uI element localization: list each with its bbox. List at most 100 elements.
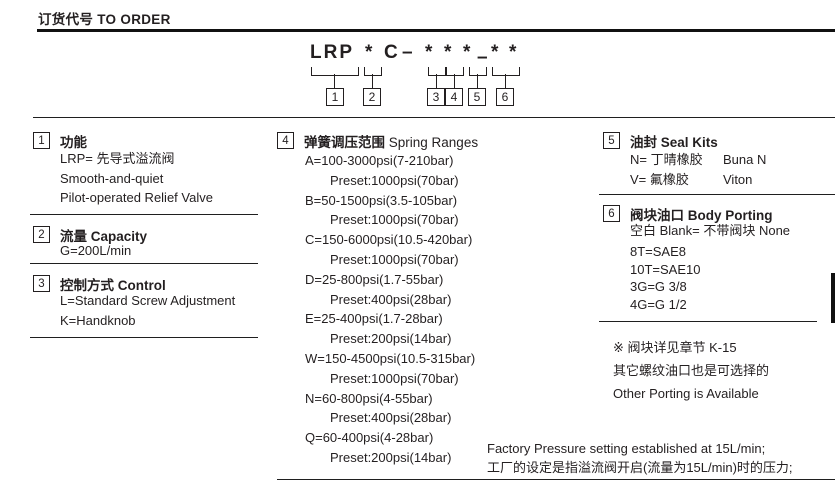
porting-note: ※ 阀块详见章节 K-15 其它螺纹油口也是可选择的 Other Porting… — [613, 336, 769, 405]
page-tab-marker — [831, 273, 835, 323]
divider — [599, 321, 817, 322]
note-line: ※ 阀块详见章节 K-15 — [613, 340, 737, 355]
page-title: 订货代号 TO ORDER — [38, 12, 171, 27]
spec-line: Preset:1000psi(70bar) — [330, 172, 459, 188]
spec-line: B=50-1500psi(3.5-105bar) — [305, 192, 458, 208]
spec-line: E=25-400psi(1.7-28bar) — [305, 311, 443, 327]
section-2-title-zh: 流量 — [60, 229, 87, 244]
divider — [30, 337, 258, 338]
section-5-title-zh: 油封 — [630, 135, 657, 150]
section-6-blank-line: 空白 Blank= 不带阀块 None — [630, 221, 790, 241]
section-1-badge: 1 — [33, 132, 50, 149]
code-bracket-2 — [364, 67, 382, 76]
spec-line: LRP= 先导式溢流阀 — [60, 151, 175, 166]
spec-line: Preset:200psi(14bar) — [330, 331, 452, 347]
section-2-title: 流量 Capacity — [60, 225, 147, 245]
spec-line: A=100-3000psi(7-210bar) — [305, 153, 454, 168]
seal-code: V= 氟橡胶 — [630, 171, 689, 187]
code-stem-1 — [334, 74, 335, 88]
section-2-lines: G=200L/min — [60, 241, 131, 261]
code-token-star-3: * — [444, 42, 452, 63]
code-bracket-4 — [446, 67, 464, 76]
code-box-3: 3 — [427, 88, 445, 106]
section-4-title: 弹簧调压范围 Spring Ranges — [304, 131, 478, 151]
spec-line: Q=60-400psi(4-28bar) — [305, 430, 434, 446]
section-6-badge: 6 — [603, 205, 620, 222]
section-3-title-zh: 控制方式 — [60, 278, 114, 293]
section-6-title-en: Body Porting — [687, 208, 773, 223]
header-divider — [33, 117, 835, 118]
code-stem-3 — [436, 74, 437, 88]
section-4-title-zh: 弹簧调压范围 — [304, 135, 385, 150]
section-1-title-zh: 功能 — [60, 135, 87, 150]
code-token-c: C — [384, 42, 398, 63]
seal-name: Buna N — [723, 152, 767, 167]
section-6-title-zh: 阀块油口 — [630, 208, 684, 223]
code-stem-2 — [372, 74, 373, 88]
code-box-1: 1 — [326, 88, 344, 106]
spec-line: 8T=SAE8 — [630, 244, 687, 259]
code-stem-5 — [477, 74, 478, 88]
code-box-4: 4 — [445, 88, 463, 106]
section-6-lines: 8T=SAE8 10T=SAE10 3G=G 3/8 4G=G 1/2 — [630, 243, 700, 314]
code-stem-6 — [505, 74, 506, 88]
factory-note: Factory Pressure setting established at … — [487, 440, 793, 477]
note-line: 工厂的设定是指溢流阀开启(流量为15L/min)时的压力; — [487, 459, 793, 475]
spec-line: N=60-800psi(4-55bar) — [305, 390, 433, 406]
spec-line: Preset:1000psi(70bar) — [330, 370, 459, 386]
code-token-model: LRP — [310, 42, 354, 63]
seal-name: Viton — [723, 171, 753, 187]
divider — [30, 263, 258, 264]
code-token-star-5: * — [491, 42, 499, 63]
spec-line: D=25-800psi(1.7-55bar) — [305, 271, 444, 287]
spec-line: W=150-4500psi(10.5-315bar) — [305, 350, 476, 366]
seal-code: N= 丁晴橡胶 — [630, 152, 703, 167]
bottom-divider — [277, 479, 835, 480]
spec-line: 4G=G 1/2 — [630, 297, 687, 313]
code-token-star-6: * — [509, 42, 517, 63]
section-3-title: 控制方式 Control — [60, 274, 166, 294]
code-token-dash-1: – — [402, 42, 413, 63]
code-box-6: 6 — [496, 88, 514, 106]
spec-line: Preset:1000psi(70bar) — [330, 212, 459, 228]
spec-line: 3G=G 3/8 — [630, 279, 687, 295]
section-1-lines: LRP= 先导式溢流阀 Smooth-and-quiet Pilot-opera… — [60, 149, 213, 208]
spec-line: G=200L/min — [60, 243, 132, 258]
seal-row: V= 氟橡胶 Viton — [630, 170, 766, 190]
code-bracket-1 — [311, 67, 359, 76]
spec-line: C=150-6000psi(10.5-420bar) — [305, 232, 473, 248]
note-line: 其它螺纹油口也是可选择的 — [613, 363, 770, 378]
spec-line: L=Standard Screw Adjustment — [60, 293, 236, 308]
section-3-lines: L=Standard Screw Adjustment K=Handknob — [60, 291, 235, 330]
section-1-title: 功能 — [60, 131, 87, 151]
spec-line: 10T=SAE10 — [630, 261, 701, 277]
section-2-badge: 2 — [33, 226, 50, 243]
section-3-title-en: Control — [117, 278, 166, 293]
section-5-title: 油封 Seal Kits — [630, 131, 718, 151]
note-line: Other Porting is Available — [613, 386, 759, 401]
section-4-lines: A=100-3000psi(7-210bar) Preset:1000psi(7… — [305, 151, 475, 468]
spec-line: Pilot-operated Relief Valve — [60, 190, 213, 205]
code-token-star-1: * — [365, 42, 373, 63]
code-stem-4 — [454, 74, 455, 88]
section-5-badge: 5 — [603, 132, 620, 149]
spec-line: Preset:400psi(28bar) — [330, 291, 452, 307]
section-4-title-en: Spring Ranges — [388, 135, 479, 150]
section-3-badge: 3 — [33, 275, 50, 292]
title-rule — [37, 29, 835, 32]
spec-line: Preset:400psi(28bar) — [330, 410, 452, 426]
code-token-dash-2: – — [477, 47, 488, 68]
spec-line: K=Handknob — [60, 312, 136, 328]
section-4-badge: 4 — [277, 132, 294, 149]
section-5-rows: N= 丁晴橡胶 Buna N V= 氟橡胶 Viton — [630, 150, 766, 189]
spec-line: Smooth-and-quiet — [60, 170, 164, 186]
code-token-star-2: * — [425, 42, 433, 63]
code-bracket-6 — [492, 67, 520, 76]
section-5-title-en: Seal Kits — [660, 135, 718, 150]
code-bracket-5 — [469, 67, 487, 76]
code-box-5: 5 — [468, 88, 486, 106]
section-6-title: 阀块油口 Body Porting — [630, 204, 773, 224]
spec-line: 空白 Blank= 不带阀块 None — [630, 223, 791, 238]
code-token-star-4: * — [463, 42, 471, 63]
divider — [599, 194, 835, 195]
